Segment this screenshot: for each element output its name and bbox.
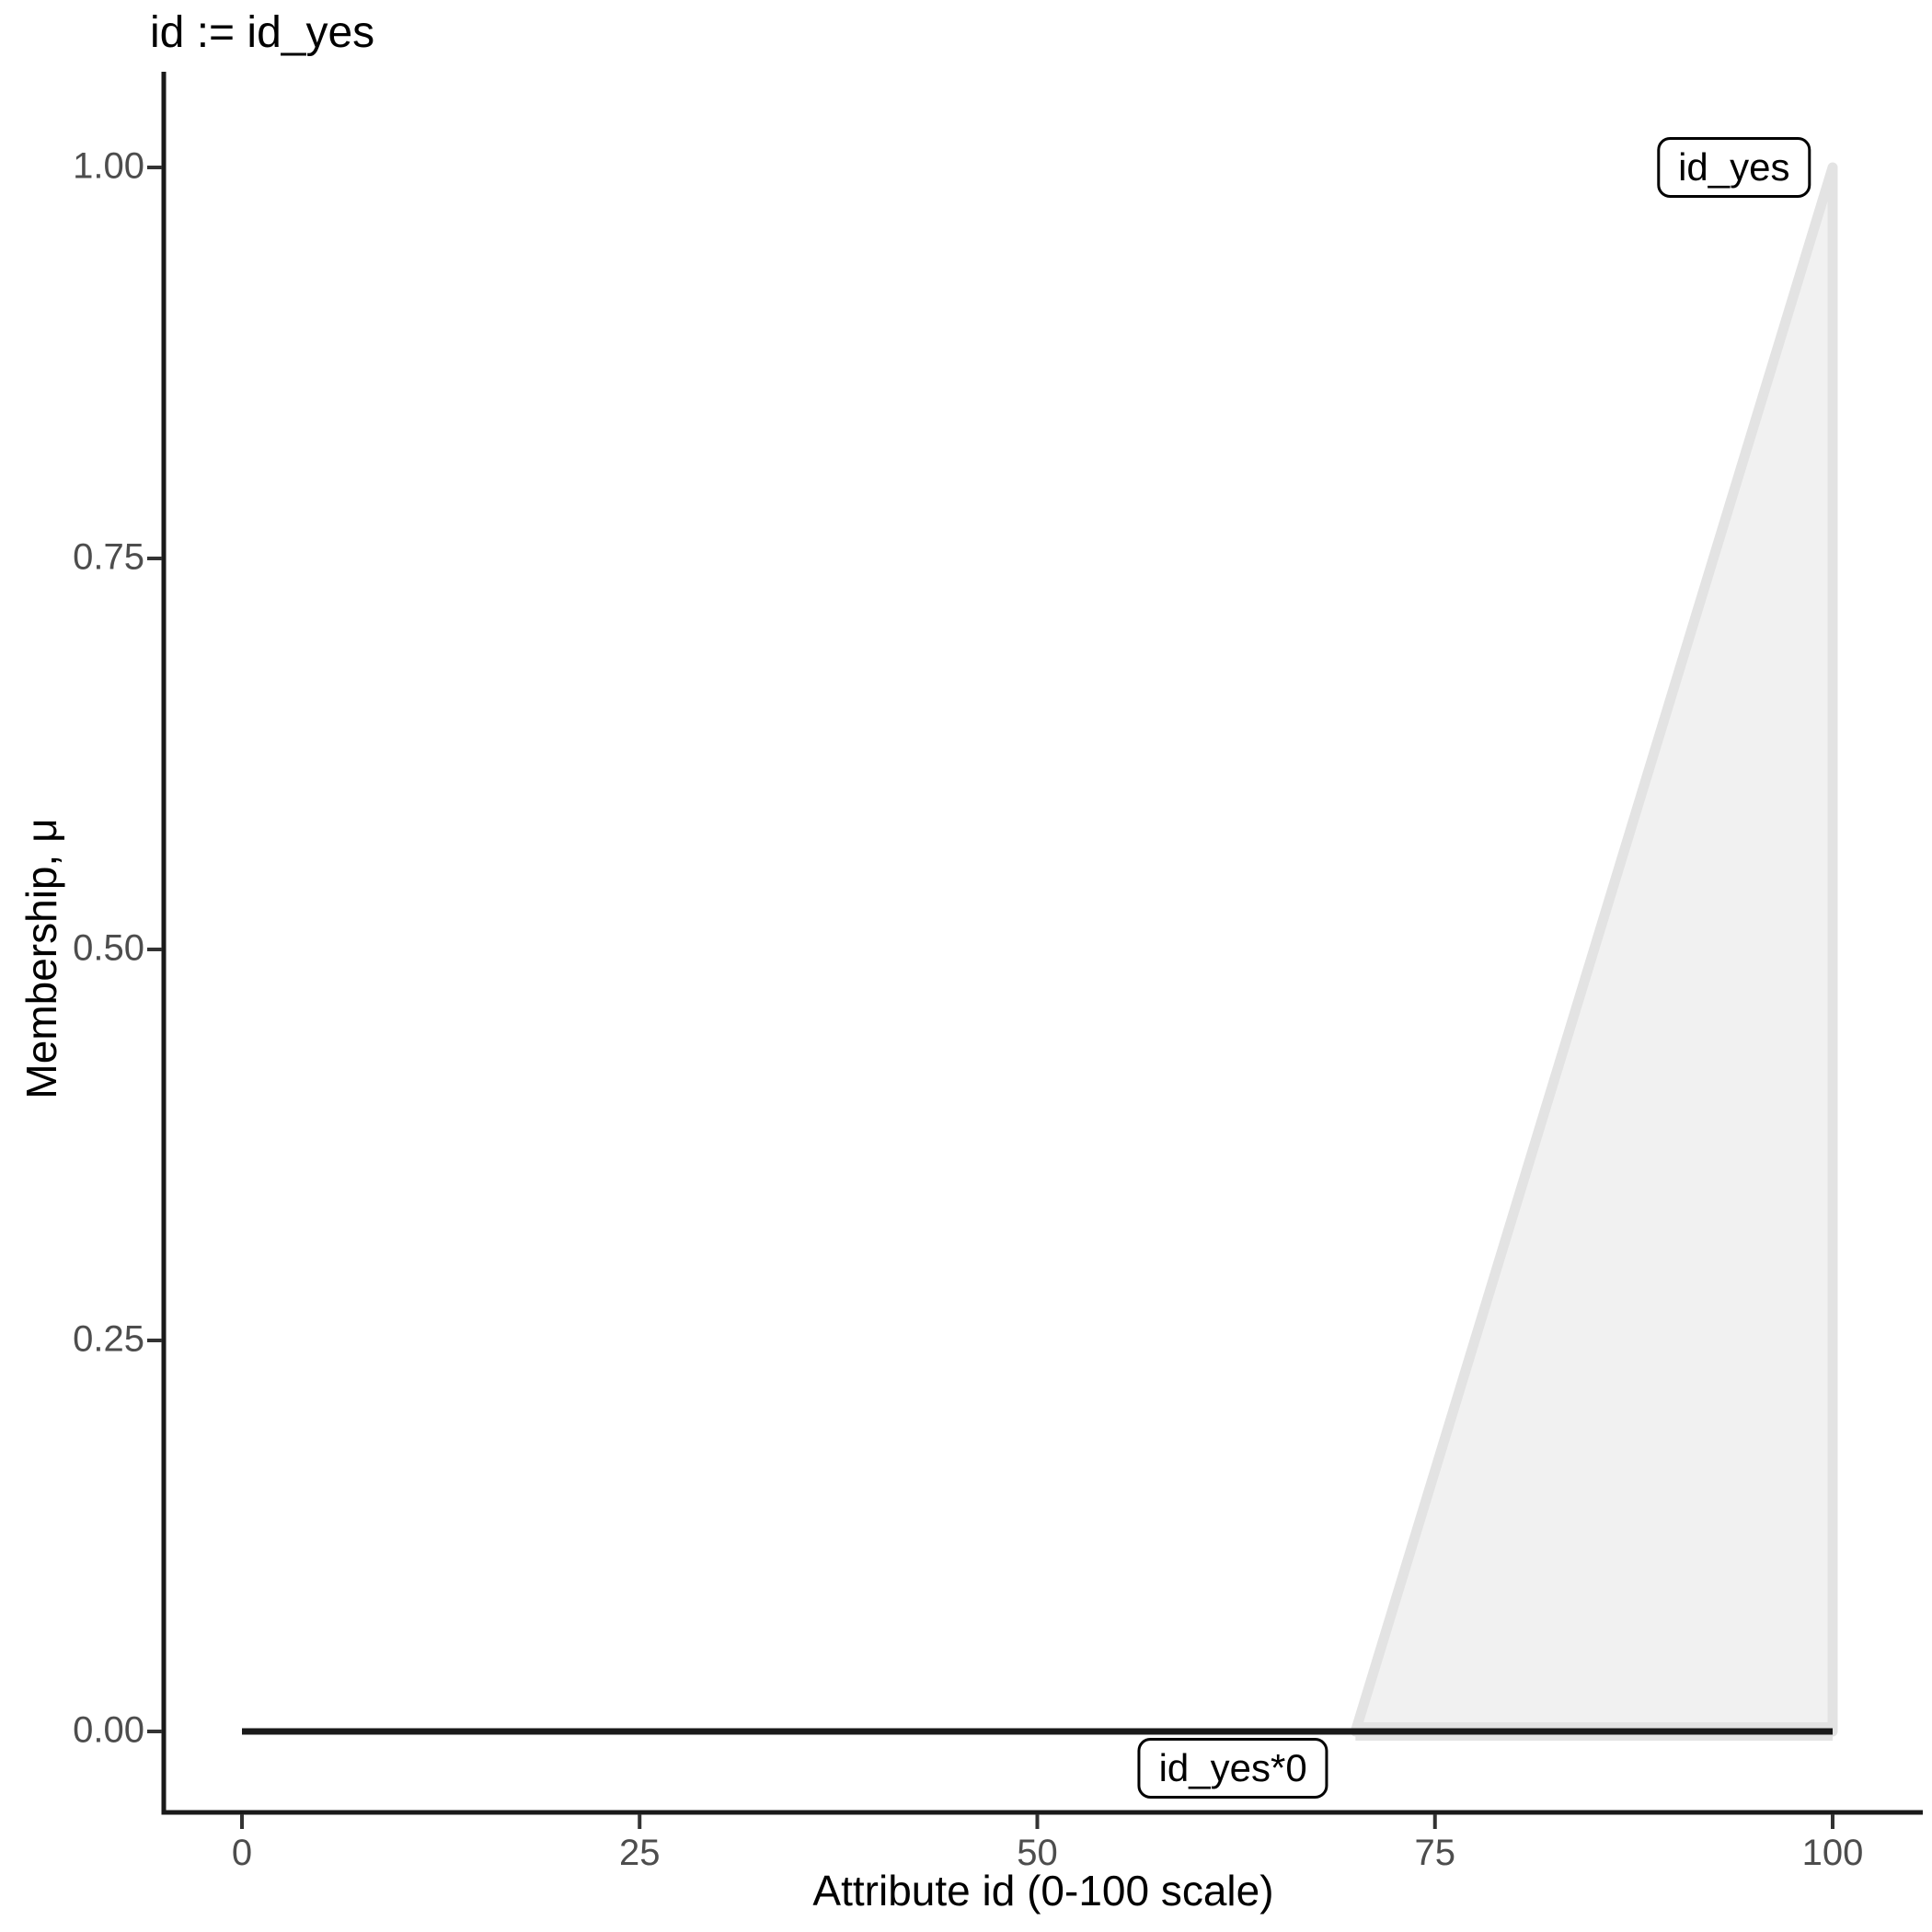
plot-title: id := id_yes <box>150 8 375 57</box>
y-tick-label: 0.75 <box>73 536 144 578</box>
y-axis-label: Membership, μ <box>17 818 65 1099</box>
membership-area-id_yes <box>1350 162 1838 1737</box>
y-tick-label: 0.25 <box>73 1318 144 1360</box>
y-tick-label: 0.50 <box>73 927 144 969</box>
x-tick-label: 0 <box>231 1833 253 1873</box>
y-tick-label: 0.00 <box>73 1709 144 1751</box>
x-tick-label: 100 <box>1801 1833 1864 1873</box>
y-tick-label: 1.00 <box>73 145 144 187</box>
x-tick-label: 75 <box>1414 1833 1456 1873</box>
x-tick-label: 25 <box>619 1833 661 1873</box>
series-label-id_yes*0: id_yes*0 <box>1137 1737 1328 1799</box>
series-label-id_yes: id_yes <box>1657 137 1811 198</box>
x-tick-label: 50 <box>1017 1833 1058 1873</box>
x-axis-label: Attribute id (0-100 scale) <box>812 1867 1274 1915</box>
